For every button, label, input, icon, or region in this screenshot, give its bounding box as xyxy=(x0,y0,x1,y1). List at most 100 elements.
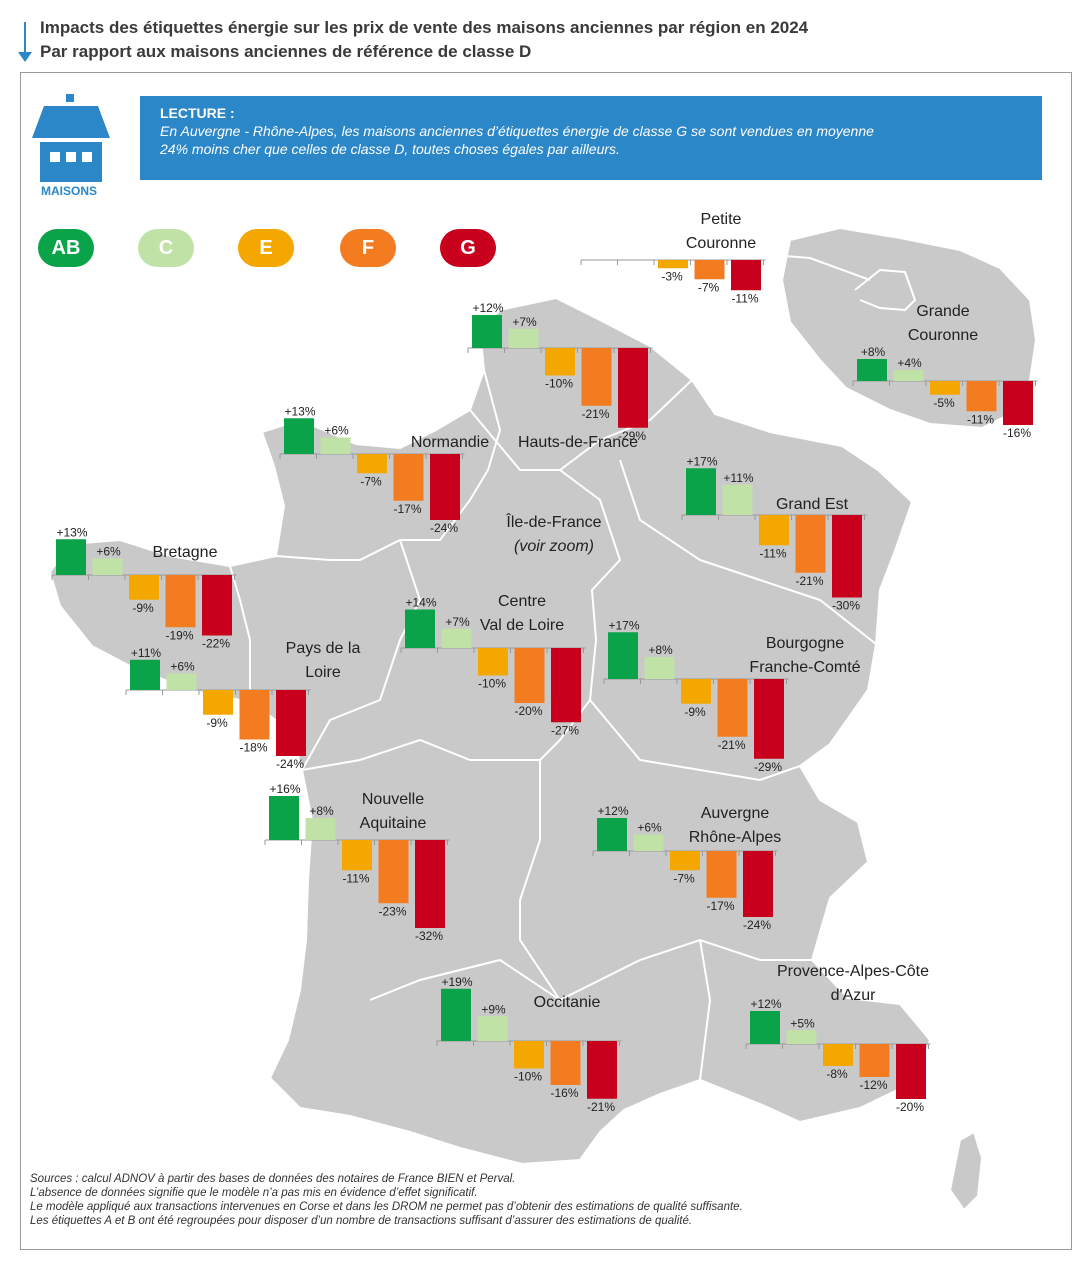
data-label: -21% xyxy=(717,738,745,752)
bar-e xyxy=(823,1044,853,1066)
bar-c xyxy=(722,484,753,515)
bar-e xyxy=(342,840,372,871)
data-label: +11% xyxy=(723,471,753,485)
bar-f xyxy=(717,679,748,737)
data-label: -16% xyxy=(550,1086,578,1100)
bar-f xyxy=(165,575,196,628)
bar-g xyxy=(832,515,862,598)
data-label: -20% xyxy=(514,704,542,718)
data-label: +12% xyxy=(750,997,781,1011)
region-group-11: -3% -7% -11% Petite Couronne xyxy=(580,211,766,305)
data-label: -9% xyxy=(684,705,706,719)
bar-f xyxy=(795,515,826,573)
bar-g xyxy=(587,1041,617,1099)
chart-title: Impacts des étiquettes énergie sur les p… xyxy=(40,16,808,64)
bar-e xyxy=(658,260,688,269)
bar-f xyxy=(581,348,612,406)
lecture-line-1: En Auvergne - Rhône-Alpes, les maisons a… xyxy=(160,123,874,139)
bar-c xyxy=(305,818,336,840)
data-label: -7% xyxy=(698,280,720,294)
data-label: -11% xyxy=(967,412,994,426)
region-group-8: +12% +6% -7% -17% -24% Auvergne Rhône-Alpes xyxy=(592,804,781,932)
sources-line-3: Le modèle appliqué aux transactions inte… xyxy=(30,1201,743,1213)
bar-e xyxy=(514,1041,544,1069)
data-label: +13% xyxy=(56,525,87,539)
bar-f xyxy=(378,840,409,904)
data-label: -30% xyxy=(832,599,860,613)
bar-c xyxy=(893,370,924,381)
data-label: -7% xyxy=(360,474,382,488)
sources-line-4: Les étiquettes A et B ont été regroupées… xyxy=(30,1215,693,1227)
bar-c xyxy=(92,558,123,575)
region-name: Franche-Comté xyxy=(749,659,860,676)
bar-g xyxy=(202,575,232,636)
bar-f xyxy=(859,1044,890,1077)
data-label: +9% xyxy=(481,1002,506,1016)
region-name: Petite xyxy=(701,211,742,228)
data-label: -11% xyxy=(731,291,758,305)
data-label: +4% xyxy=(897,356,922,370)
region-name: Auvergne xyxy=(701,805,770,822)
sources-line-2: L’absence de données signifie que le mod… xyxy=(30,1187,478,1199)
region-group-2: +13% +6% -9% -19% -22% Bretagne xyxy=(51,525,237,651)
bar-c xyxy=(633,834,664,851)
bar-ab xyxy=(441,988,471,1041)
data-label: -19% xyxy=(165,628,193,642)
data-label: +17% xyxy=(608,618,639,632)
data-label: -20% xyxy=(896,1100,924,1114)
data-label: +7% xyxy=(445,615,470,629)
bar-ab xyxy=(597,818,627,851)
legend-ab: AB xyxy=(38,229,94,267)
title-line-2: Par rapport aux maisons anciennes de réf… xyxy=(40,42,532,61)
data-label: +17% xyxy=(686,454,717,468)
region-group-7: +16% +8% -11% -23% -32% Nouvelle Aquitaine xyxy=(264,782,450,943)
region-name: Normandie xyxy=(411,434,489,451)
region-name: Nouvelle xyxy=(362,791,424,808)
lecture-box: LECTURE : En Auvergne - Rhône-Alpes, les… xyxy=(140,96,1042,180)
bar-e xyxy=(129,575,159,600)
data-label: +6% xyxy=(637,821,662,835)
region-name: Bourgogne xyxy=(766,635,844,652)
bar-f xyxy=(393,454,424,501)
data-label: +13% xyxy=(284,404,315,418)
region-name: Pays de la xyxy=(286,640,361,657)
region-name: Couronne xyxy=(686,235,756,252)
region-group-9: +19% +9% -10% -16% -21% Occitanie xyxy=(436,975,622,1114)
data-label: -10% xyxy=(514,1070,542,1084)
map-corsica xyxy=(948,1130,984,1212)
bar-ab xyxy=(56,539,86,575)
bar-g xyxy=(743,851,773,917)
house-label: MAISONS xyxy=(40,184,97,198)
bar-g xyxy=(1003,381,1033,425)
data-label: +6% xyxy=(96,545,121,559)
data-label: -5% xyxy=(933,396,955,410)
data-label: +7% xyxy=(512,315,537,329)
idf-label: Île-de-France xyxy=(505,512,601,531)
bar-e xyxy=(478,648,508,676)
bar-g xyxy=(415,840,445,928)
data-label: -32% xyxy=(415,929,443,943)
data-label: -21% xyxy=(795,574,823,588)
data-label: -29% xyxy=(754,760,782,774)
data-label: -9% xyxy=(132,601,154,615)
lecture-title: LECTURE : xyxy=(160,105,235,121)
region-name: Hauts-de-France xyxy=(518,434,638,451)
data-label: -3% xyxy=(661,269,683,283)
bar-c xyxy=(644,657,675,679)
region-name: Provence-Alpes-Côte xyxy=(777,963,929,980)
bar-g xyxy=(551,648,581,723)
data-label: -10% xyxy=(545,377,573,391)
region-name: Centre xyxy=(498,593,546,610)
bar-e xyxy=(203,690,233,715)
region-group-0: +12% +7% -10% -21% -29%Hauts-de-France xyxy=(467,301,653,451)
region-borders xyxy=(229,253,917,1081)
data-label: +5% xyxy=(790,1016,815,1030)
bar-ab xyxy=(405,609,435,648)
data-label: +11% xyxy=(131,646,161,660)
data-label: +19% xyxy=(441,975,472,989)
data-label: -24% xyxy=(430,521,458,535)
bar-c xyxy=(786,1030,817,1044)
data-label: +16% xyxy=(269,782,300,796)
region-name: Grand Est xyxy=(776,496,849,513)
